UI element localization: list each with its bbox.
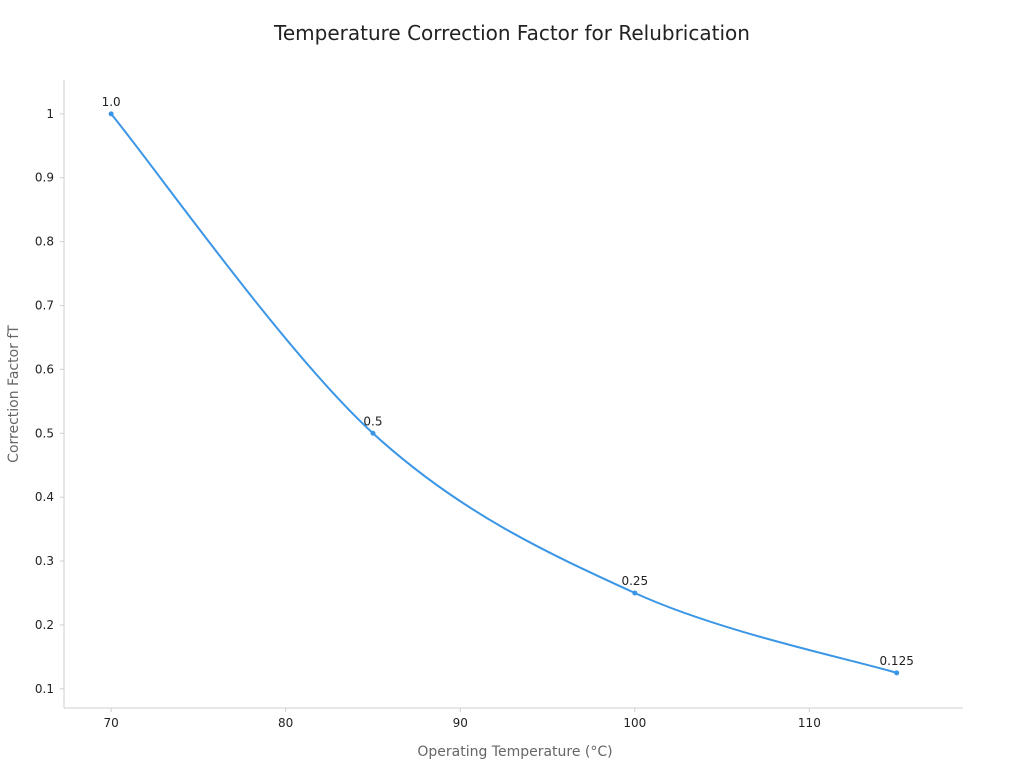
y-axis-label: Correction Factor fT: [6, 325, 22, 463]
axes: [63, 80, 963, 709]
series-line: [110, 113, 897, 674]
y-tick-label: 0.3: [35, 554, 54, 568]
y-tick-label: 0.1: [35, 682, 54, 696]
data-labels: 1.0 0.5 0.25 0.125: [102, 95, 914, 668]
ticks: 70 80 90 100 110 0.1 0.2 0.3 0.4 0.5 0.6 0.7 0.8 0.9 1: [35, 107, 821, 730]
data-points: [108, 111, 900, 676]
data-label: 1.0: [102, 95, 121, 109]
y-tick-label: 1: [46, 107, 54, 121]
data-label: 0.25: [621, 574, 648, 588]
chart-title: Temperature Correction Factor for Relubr…: [273, 21, 750, 45]
y-tick-label: 0.4: [35, 490, 54, 504]
x-axis-label: Operating Temperature (°C): [417, 744, 612, 760]
data-point: [370, 430, 376, 436]
data-label: 0.5: [363, 414, 382, 428]
x-tick-label: 70: [103, 716, 118, 730]
y-tick-label: 0.9: [35, 171, 54, 185]
y-tick-label: 0.2: [35, 618, 54, 632]
x-tick-label: 100: [623, 716, 646, 730]
y-tick-label: 0.7: [35, 299, 54, 313]
data-point: [632, 590, 638, 596]
series: [110, 113, 897, 674]
data-label: 0.125: [879, 654, 913, 668]
y-tick-label: 0.6: [35, 362, 54, 376]
x-tick-label: 110: [798, 716, 821, 730]
y-tick-label: 0.8: [35, 235, 54, 249]
x-tick-label: 80: [278, 716, 293, 730]
y-tick-label: 0.5: [35, 426, 54, 440]
data-point: [108, 111, 114, 117]
data-point: [894, 670, 900, 676]
x-tick-label: 90: [453, 716, 468, 730]
